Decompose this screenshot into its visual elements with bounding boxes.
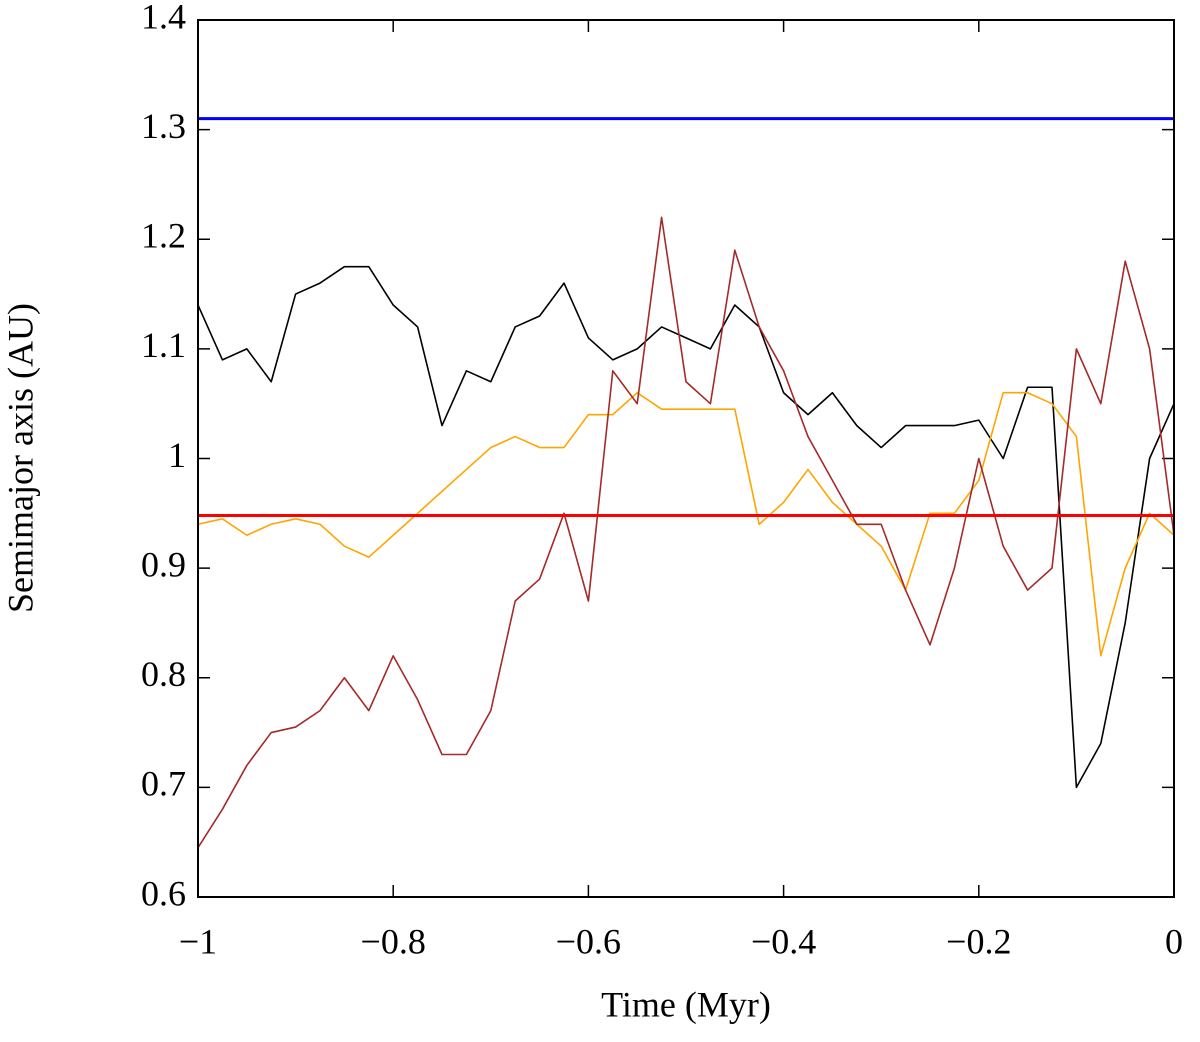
- y-tick-label: 0.6: [141, 873, 186, 913]
- y-tick-label: 1.2: [141, 216, 186, 256]
- x-tick-label: −0.4: [751, 921, 816, 961]
- y-tick-label: 0.8: [141, 654, 186, 694]
- plot-frame: [197, 19, 1175, 898]
- series-line: [197, 216, 1175, 849]
- x-tick-label: 0: [1165, 921, 1183, 961]
- y-tick-label: 1.3: [141, 106, 186, 146]
- series-line: [197, 391, 1175, 657]
- y-tick-label: 1.1: [141, 325, 186, 365]
- y-axis-label: Semimajor axis (AU): [0, 303, 40, 613]
- x-tick-label: −0.8: [361, 921, 426, 961]
- series-line: [197, 265, 1175, 789]
- x-tick-label: −0.6: [556, 921, 621, 961]
- x-tick-label: −1: [179, 921, 217, 961]
- y-tick-label: 1: [168, 435, 186, 475]
- y-tick-label: 1.4: [141, 0, 186, 36]
- x-axis-label: Time (Myr): [601, 984, 771, 1024]
- x-tick-label: −0.2: [946, 921, 1011, 961]
- y-tick-label: 0.9: [141, 544, 186, 584]
- y-tick-label: 0.7: [141, 764, 186, 804]
